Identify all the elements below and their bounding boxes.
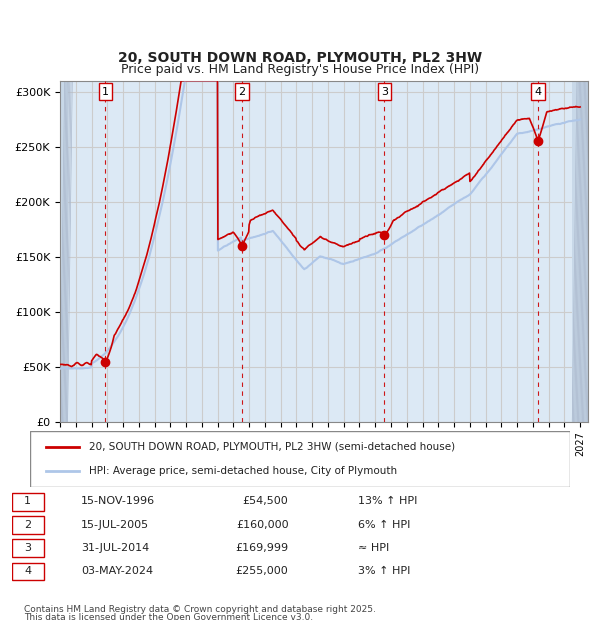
Text: 31-JUL-2014: 31-JUL-2014 [81,542,149,553]
Text: 2: 2 [24,520,31,529]
Text: £169,999: £169,999 [235,542,289,553]
Text: 6% ↑ HPI: 6% ↑ HPI [358,520,410,529]
Text: 3: 3 [24,542,31,553]
Text: 20, SOUTH DOWN ROAD, PLYMOUTH, PL2 3HW: 20, SOUTH DOWN ROAD, PLYMOUTH, PL2 3HW [118,51,482,65]
Text: 13% ↑ HPI: 13% ↑ HPI [358,497,417,507]
FancyBboxPatch shape [12,539,44,557]
Text: Price paid vs. HM Land Registry's House Price Index (HPI): Price paid vs. HM Land Registry's House … [121,63,479,76]
Text: HPI: Average price, semi-detached house, City of Plymouth: HPI: Average price, semi-detached house,… [89,466,398,476]
FancyBboxPatch shape [12,516,44,534]
Text: 3: 3 [381,87,388,97]
Text: 4: 4 [24,566,31,576]
FancyBboxPatch shape [12,562,44,580]
FancyBboxPatch shape [12,493,44,511]
Bar [572,81,588,422]
Text: 1: 1 [24,497,31,507]
Text: £160,000: £160,000 [236,520,289,529]
Text: ≈ HPI: ≈ HPI [358,542,389,553]
Text: 1: 1 [102,87,109,97]
Text: £54,500: £54,500 [243,497,289,507]
Text: 15-NOV-1996: 15-NOV-1996 [81,497,155,507]
Text: 3% ↑ HPI: 3% ↑ HPI [358,566,410,576]
Text: This data is licensed under the Open Government Licence v3.0.: This data is licensed under the Open Gov… [24,613,313,620]
Text: 03-MAY-2024: 03-MAY-2024 [81,566,153,576]
Text: Contains HM Land Registry data © Crown copyright and database right 2025.: Contains HM Land Registry data © Crown c… [24,604,376,614]
Text: 2: 2 [238,87,245,97]
FancyBboxPatch shape [30,431,570,487]
Text: 20, SOUTH DOWN ROAD, PLYMOUTH, PL2 3HW (semi-detached house): 20, SOUTH DOWN ROAD, PLYMOUTH, PL2 3HW (… [89,441,455,451]
Text: 15-JUL-2005: 15-JUL-2005 [81,520,149,529]
Bar [60,81,68,422]
Text: £255,000: £255,000 [236,566,289,576]
Text: 4: 4 [535,87,542,97]
